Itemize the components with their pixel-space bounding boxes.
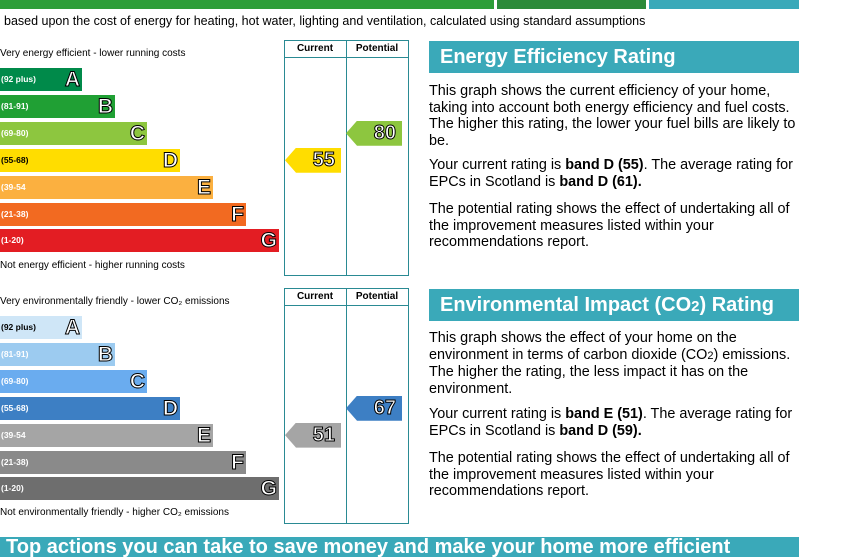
band-f: (21-38) F — [0, 202, 246, 226]
eir-potential-text: The potential rating shows the effect of… — [429, 450, 790, 500]
environmental-impact-panel: Environmental Impact (CO2) Rating This g… — [429, 289, 799, 504]
eer-description: This graph shows the current efficiency … — [429, 83, 796, 149]
band-range: (92 plus) — [1, 74, 36, 84]
band-d: (55-68) D — [0, 396, 180, 420]
band-e: (39-54 E — [0, 175, 213, 199]
band-letter: E — [196, 423, 211, 447]
band-g: (1-20) G — [0, 477, 279, 501]
band-letter: B — [97, 342, 113, 366]
potential-rating-arrow: 80 — [346, 120, 402, 146]
column-divider — [346, 288, 347, 524]
band-a: (92 plus) A — [0, 316, 82, 340]
band-range: (21-38) — [1, 208, 29, 219]
band-range: (92 plus) — [1, 322, 36, 332]
band-letter: F — [231, 450, 245, 474]
top-actions-heading: Top actions you can take to save money a… — [0, 537, 799, 557]
band-range: (39-54 — [1, 429, 26, 440]
band-letter: A — [64, 68, 80, 92]
band-b: (81-91) B — [0, 342, 115, 366]
eer-potential-text: The potential rating shows the effect of… — [429, 201, 790, 251]
band-letter: G — [260, 229, 277, 253]
band-range: (69-80) — [1, 375, 29, 386]
band-letter: B — [97, 94, 113, 118]
bottom-note: Not environmentally friendly - higher CO… — [0, 507, 229, 518]
top-bar-segment-3 — [649, 0, 799, 9]
band-range: (69-80) — [1, 127, 29, 138]
bottom-note: Not energy efficient - higher running co… — [0, 260, 185, 271]
band-range: (21-38) — [1, 456, 29, 467]
eir-description: This graph shows the effect of your home… — [429, 330, 791, 397]
potential-column-header: Potential — [355, 291, 399, 302]
band-letter: G — [260, 477, 277, 501]
header-divider — [284, 305, 409, 306]
eir-current-rating-text: Your current rating is band E (51). The … — [429, 406, 793, 439]
column-divider — [346, 40, 347, 276]
environmental-impact-heading: Environmental Impact (CO2) Rating — [429, 289, 799, 321]
current-rating-arrow: 55 — [285, 147, 341, 173]
potential-rating-arrow: 67 — [346, 395, 402, 421]
eer-current-band: band D (55) — [565, 157, 644, 173]
band-range: (81-91) — [1, 348, 29, 359]
band-g: (1-20) G — [0, 229, 279, 253]
band-c: (69-80) C — [0, 121, 147, 145]
band-range: (1-20) — [1, 483, 24, 494]
header-divider — [284, 57, 409, 58]
top-bar-segment-1 — [0, 0, 494, 9]
current-rating-value: 51 — [312, 423, 335, 446]
potential-rating-value: 67 — [373, 396, 396, 419]
current-column-header: Current — [296, 291, 334, 302]
band-d: (55-68) D — [0, 148, 180, 172]
current-column-header: Current — [296, 43, 334, 54]
band-range: (39-54 — [1, 181, 26, 192]
band-c: (69-80) C — [0, 369, 147, 393]
eir-average-band: band D (59). — [559, 422, 642, 439]
potential-column-header: Potential — [355, 43, 399, 54]
eer-current-rating-text: Your current rating is band D (55). The … — [429, 157, 793, 190]
current-rating-value: 55 — [312, 148, 335, 171]
band-range: (55-68) — [1, 154, 29, 165]
band-letter: C — [129, 121, 145, 145]
current-rating-arrow: 51 — [285, 422, 341, 448]
top-note: Very environmentally friendly - lower CO… — [0, 296, 230, 307]
band-letter: C — [129, 369, 145, 393]
band-letter: D — [162, 148, 178, 172]
band-letter: F — [231, 202, 245, 226]
eer-average-band: band D (61). — [559, 173, 642, 190]
energy-efficiency-heading: Energy Efficiency Rating — [429, 41, 799, 73]
band-f: (21-38) F — [0, 450, 246, 474]
energy-efficiency-chart: Current Potential Very energy efficient … — [0, 40, 410, 276]
eir-current-band: band E (51) — [565, 406, 643, 422]
rating-subtitle: based upon the cost of energy for heatin… — [4, 14, 646, 28]
band-e: (39-54 E — [0, 423, 213, 447]
band-letter: A — [64, 316, 80, 340]
band-range: (1-20) — [1, 235, 24, 246]
energy-efficiency-panel: Energy Efficiency Rating This graph show… — [429, 41, 799, 256]
band-letter: D — [162, 396, 178, 420]
top-note: Very energy efficient - lower running co… — [0, 48, 186, 59]
band-a: (92 plus) A — [0, 68, 82, 92]
band-b: (81-91) B — [0, 94, 115, 118]
band-letter: E — [196, 175, 211, 199]
top-bar-segment-2 — [497, 0, 646, 9]
band-range: (55-68) — [1, 402, 29, 413]
band-range: (81-91) — [1, 100, 29, 111]
potential-rating-value: 80 — [373, 121, 396, 144]
environmental-impact-chart: Current Potential Very environmentally f… — [0, 288, 410, 524]
